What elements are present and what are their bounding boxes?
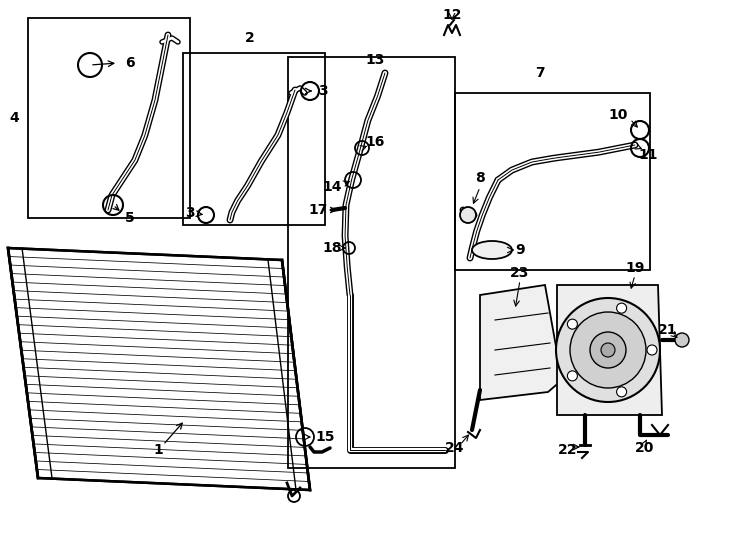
Text: 14: 14: [322, 180, 342, 194]
Text: 23: 23: [510, 266, 530, 280]
Text: 15: 15: [315, 430, 335, 444]
Circle shape: [617, 303, 627, 313]
Text: 19: 19: [625, 261, 644, 275]
Polygon shape: [557, 285, 662, 415]
Text: 13: 13: [366, 53, 385, 67]
Text: 18: 18: [322, 241, 342, 255]
Circle shape: [460, 207, 476, 223]
Text: 22: 22: [559, 443, 578, 457]
Text: 11: 11: [639, 148, 658, 162]
Text: 2: 2: [245, 31, 255, 45]
Text: 21: 21: [658, 323, 677, 337]
Circle shape: [590, 332, 626, 368]
Text: 20: 20: [636, 441, 655, 455]
Polygon shape: [480, 285, 562, 400]
Text: 7: 7: [535, 66, 545, 80]
Bar: [28, 18, 190, 218]
Circle shape: [617, 387, 627, 397]
Text: 3: 3: [185, 206, 195, 220]
Circle shape: [567, 319, 578, 329]
Text: 4: 4: [9, 111, 19, 125]
Ellipse shape: [472, 241, 512, 259]
Text: 1: 1: [153, 443, 163, 457]
Circle shape: [675, 333, 689, 347]
Text: 12: 12: [443, 8, 462, 22]
Circle shape: [601, 343, 615, 357]
Text: 17: 17: [308, 203, 327, 217]
Bar: [183, 53, 325, 225]
Circle shape: [570, 312, 646, 388]
Circle shape: [567, 371, 578, 381]
Circle shape: [556, 298, 660, 402]
Text: 24: 24: [446, 441, 465, 455]
Text: 16: 16: [366, 135, 385, 149]
Text: 8: 8: [475, 171, 485, 185]
Text: 6: 6: [126, 56, 135, 70]
Bar: [288, 57, 455, 468]
Circle shape: [647, 345, 657, 355]
Text: 3: 3: [318, 84, 328, 98]
Circle shape: [288, 490, 300, 502]
Text: 5: 5: [125, 211, 135, 225]
Text: 9: 9: [515, 243, 525, 257]
Bar: [455, 93, 650, 270]
Polygon shape: [8, 248, 310, 490]
Text: 10: 10: [608, 108, 628, 122]
